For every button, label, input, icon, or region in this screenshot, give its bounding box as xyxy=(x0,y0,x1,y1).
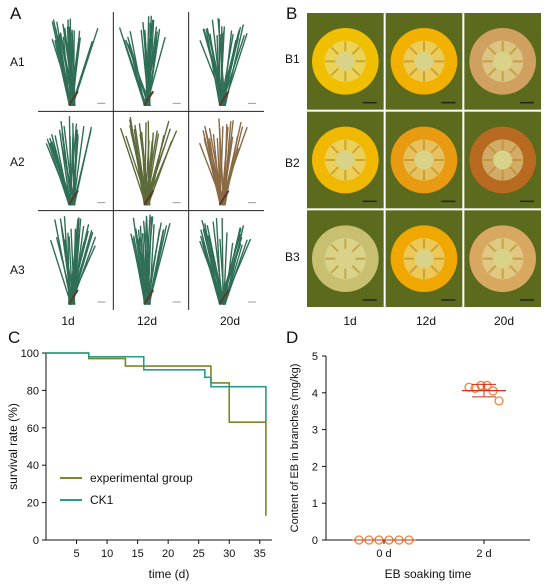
cross-section-1-3 xyxy=(464,13,541,110)
x-tick-label: 30 xyxy=(223,548,235,560)
col-label-a-20d: 20d xyxy=(219,314,241,328)
cross-section-3-1 xyxy=(307,210,384,307)
panel-d-letter: D xyxy=(286,328,299,347)
row-label-b3: B3 xyxy=(285,250,300,264)
cross-section-3-2 xyxy=(385,210,463,307)
legend-label: CK1 xyxy=(90,493,114,507)
cross-section-2-2 xyxy=(385,111,463,209)
x-tick-label: 35 xyxy=(254,548,266,560)
cross-section-2-1 xyxy=(307,111,384,209)
x-axis-label: time (d) xyxy=(149,567,190,581)
y-tick-label: 100 xyxy=(21,348,39,360)
x-tick-label: 25 xyxy=(193,548,205,560)
col-label-b-20d: 20d xyxy=(493,314,515,328)
needle-bundle-1-3 xyxy=(199,17,248,107)
panel-a-letter: A xyxy=(10,4,22,23)
x-tick-label: 0 d xyxy=(376,548,391,560)
y-tick-label: 5 xyxy=(312,351,318,363)
cross-section-3-3 xyxy=(464,210,541,307)
row-label-a3: A3 xyxy=(10,263,25,277)
needle-bundle-3-1 xyxy=(50,216,96,305)
legend-label: experimental group xyxy=(90,471,193,485)
y-axis-label: survival rate (%) xyxy=(6,403,20,490)
needle-bundle-3-2 xyxy=(130,214,171,305)
x-tick-label: 10 xyxy=(101,548,113,560)
row-label-a1: A1 xyxy=(10,55,25,69)
col-label-b-12d: 12d xyxy=(415,314,437,328)
y-tick-label: 40 xyxy=(27,460,39,472)
panel-c-letter: C xyxy=(8,328,21,347)
row-label-b2: B2 xyxy=(285,156,300,170)
y-tick-label: 0 xyxy=(33,535,39,547)
col-label-a-12d: 12d xyxy=(136,314,158,328)
y-tick-label: 20 xyxy=(27,498,39,510)
x-tick-label: 5 xyxy=(73,548,79,560)
needle-bundle-2-1 xyxy=(45,116,92,206)
needle-bundle-2-2 xyxy=(120,116,178,206)
x-axis-label: EB soaking time xyxy=(385,567,472,581)
data-point xyxy=(494,396,504,406)
needle-bundle-2-3 xyxy=(199,118,248,206)
y-tick-label: 60 xyxy=(27,423,39,435)
x-tick-label: 2 d xyxy=(476,548,491,560)
survival-chart: 0 20 40 60 80 100 5 10 15 20 25 30 35 time (d) surviva… xyxy=(6,348,272,581)
data-point xyxy=(464,382,474,392)
cross-section-1-2 xyxy=(385,13,463,110)
data-point xyxy=(482,380,492,391)
cross-section-1-1 xyxy=(307,13,384,110)
row-label-b1: B1 xyxy=(285,52,300,66)
y-tick-label: 2 xyxy=(312,461,318,473)
y-tick-label: 3 xyxy=(312,425,318,437)
x-tick-label: 15 xyxy=(131,548,143,560)
y-tick-label: 0 xyxy=(312,535,318,547)
y-tick-label: 1 xyxy=(312,498,318,510)
needle-bundle-1-1 xyxy=(51,18,99,107)
y-axis-label: Content of EB in branches (mg/kg) xyxy=(289,364,301,533)
needle-bundle-1-2 xyxy=(119,15,166,107)
needle-bundle-3-3 xyxy=(199,217,252,305)
panel-a-needles xyxy=(38,12,264,310)
y-tick-label: 80 xyxy=(27,385,39,397)
y-tick-label: 4 xyxy=(312,388,318,400)
col-label-a-1d: 1d xyxy=(61,314,75,328)
row-label-a2: A2 xyxy=(10,155,25,169)
x-tick-label: 20 xyxy=(162,548,174,560)
col-label-b-1d: 1d xyxy=(343,314,357,328)
panel-b-sections xyxy=(307,13,541,307)
eb-content-chart: 0 1 2 3 4 5 0 d 2 d EB soaking time Content of EB… xyxy=(289,351,530,581)
panel-b-letter: B xyxy=(286,4,298,23)
cross-section-2-3 xyxy=(464,111,541,209)
series-line-ck1 xyxy=(46,352,267,423)
series-line-experimental xyxy=(46,352,267,516)
